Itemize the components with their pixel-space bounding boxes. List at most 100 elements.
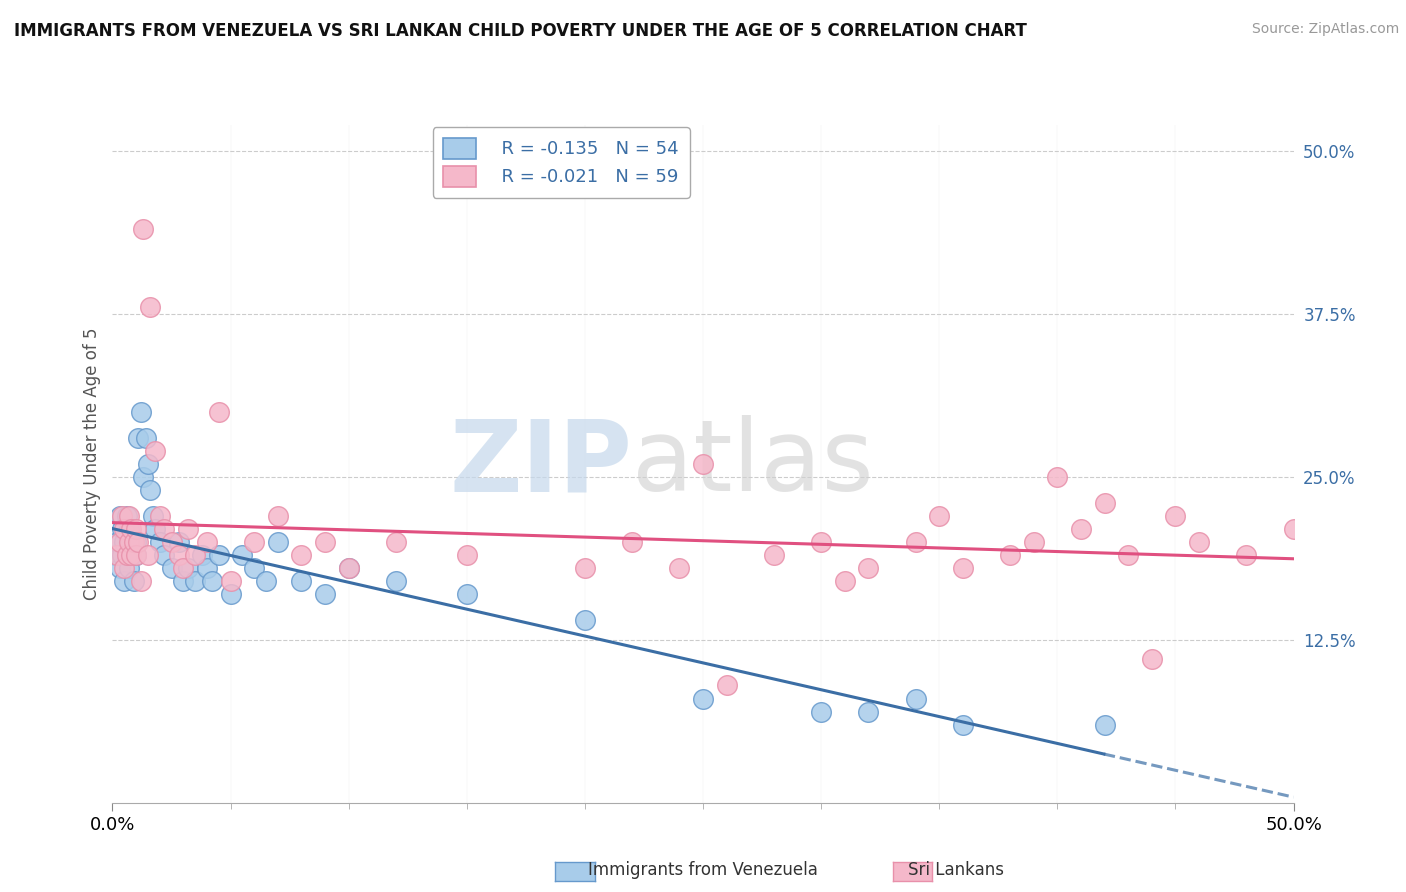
Point [219,574,242,589]
Point [149,535,172,549]
Point [112,561,135,575]
Point [456,587,478,601]
Point [385,574,408,589]
Point [267,508,290,523]
Point [153,522,176,536]
Point [858,561,880,575]
Point [172,574,194,589]
Point [122,535,145,549]
Point [129,405,152,419]
Point [208,548,231,562]
Point [456,548,478,562]
Point [111,508,134,523]
Point [167,548,190,562]
Point [385,535,408,549]
Point [195,561,218,575]
Text: atlas: atlas [633,416,873,512]
Point [314,587,336,601]
Point [104,548,127,562]
Point [139,301,162,315]
Point [184,574,207,589]
Point [125,548,148,562]
Point [108,561,131,575]
Point [1188,535,1211,549]
Point [172,561,194,575]
Point [692,691,714,706]
Point [201,574,224,589]
Point [132,470,155,484]
Point [177,522,200,536]
Point [118,535,141,549]
Point [290,548,312,562]
Point [231,548,253,562]
Point [904,691,927,706]
Point [111,522,134,536]
Point [184,548,207,562]
Point [132,222,155,236]
Point [1046,470,1069,484]
Point [167,535,190,549]
Point [290,574,312,589]
Point [219,587,242,601]
Point [115,508,138,523]
Point [692,457,714,471]
Point [136,548,159,562]
Point [574,561,596,575]
Point [208,405,231,419]
Text: IMMIGRANTS FROM VENEZUELA VS SRI LANKAN CHILD POVERTY UNDER THE AGE OF 5 CORRELA: IMMIGRANTS FROM VENEZUELA VS SRI LANKAN … [14,22,1026,40]
Point [1094,717,1116,731]
Point [122,535,145,549]
Point [904,535,927,549]
Point [621,535,644,549]
Point [1022,535,1045,549]
Point [111,548,134,562]
Point [1094,496,1116,510]
Point [122,574,145,589]
Point [243,561,266,575]
Point [1070,522,1092,536]
Point [243,535,266,549]
Point [810,705,832,719]
Point [129,574,152,589]
Point [125,522,148,536]
Point [998,548,1021,562]
Point [267,535,290,549]
Text: ZIP: ZIP [450,416,633,512]
Point [135,431,157,445]
Point [1116,548,1139,562]
Point [191,548,214,562]
Point [337,561,360,575]
Point [1234,548,1257,562]
Legend:   R = -0.135   N = 54,   R = -0.021   N = 59: R = -0.135 N = 54, R = -0.021 N = 59 [433,128,690,198]
Point [762,548,785,562]
Point [112,522,135,536]
Point [952,561,974,575]
Point [337,561,360,575]
Point [574,613,596,627]
Point [120,535,142,549]
Text: Sri Lankans: Sri Lankans [908,861,1004,879]
Point [120,548,142,562]
Point [195,535,218,549]
Point [115,548,138,562]
Point [127,535,149,549]
Point [125,548,148,562]
Point [143,443,166,458]
Point [118,508,141,523]
Point [314,535,336,549]
Point [118,522,141,536]
Text: Immigrants from Venezuela: Immigrants from Venezuela [588,861,818,879]
Point [112,574,135,589]
Point [160,561,183,575]
Point [858,705,880,719]
Point [1140,652,1163,666]
Point [136,457,159,471]
Point [160,535,183,549]
Point [254,574,277,589]
Point [143,522,166,536]
Point [668,561,690,575]
Point [112,535,135,549]
Point [177,561,200,575]
Point [120,548,142,562]
Point [120,522,142,536]
